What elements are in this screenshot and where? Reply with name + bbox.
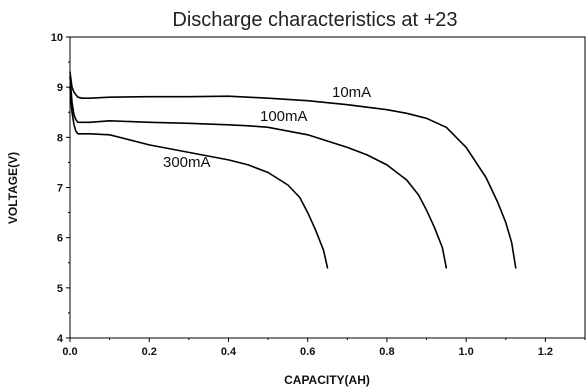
y-tick-label: 7 (57, 183, 63, 195)
series-line-0 (69, 71, 517, 269)
plot-frame (69, 36, 586, 339)
y-axis-label: VOLTAGE(V) (6, 152, 20, 224)
y-tick-label: 10 (51, 32, 63, 44)
series-label-100ma: 100mA (260, 108, 308, 125)
x-axis: 0.0 0.2 0.4 0.6 0.8 1.0 1.2 (62, 338, 586, 358)
x-tick-label: 0.0 (62, 346, 77, 358)
y-tick-label: 5 (57, 283, 63, 295)
x-tick-label: 1.0 (459, 346, 474, 358)
x-axis-label: CAPACITY(AH) (284, 373, 370, 387)
y-axis: 4 5 6 7 8 9 10 (51, 32, 70, 345)
y-tick-label: 9 (57, 82, 63, 94)
series-line-2 (69, 86, 329, 269)
series-lines (69, 71, 517, 269)
y-tick-label: 6 (57, 233, 63, 245)
y-tick-label: 8 (57, 132, 63, 144)
chart-title: Discharge characteristics at +23 (172, 9, 457, 31)
x-tick-label: 0.8 (379, 346, 394, 358)
series-label-10ma: 10mA (332, 84, 371, 101)
x-tick-label: 0.2 (142, 346, 157, 358)
x-tick-label: 1.2 (538, 346, 553, 358)
x-tick-label: 0.6 (300, 346, 315, 358)
series-line-1 (69, 76, 448, 269)
series-label-300ma: 300mA (163, 154, 211, 171)
x-tick-label: 0.4 (221, 346, 237, 358)
y-tick-label: 4 (57, 333, 64, 345)
